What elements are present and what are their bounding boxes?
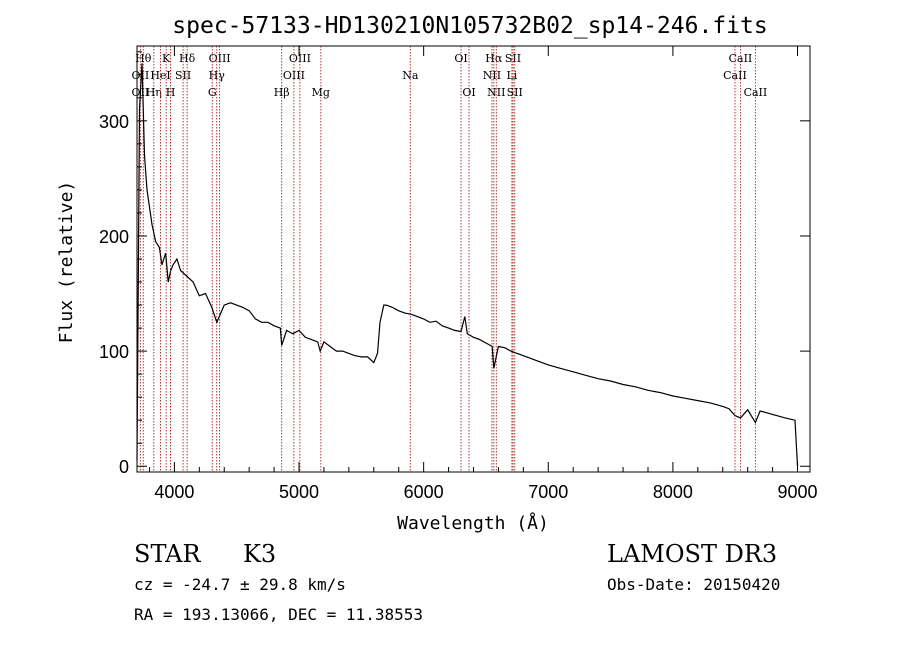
x-tick-label: 4000 (154, 482, 194, 502)
marker-label: OI (454, 52, 467, 65)
x-tick-label: 8000 (653, 482, 693, 502)
marker-label: CaII (744, 86, 768, 99)
marker-label: SII (505, 52, 521, 65)
marker-label: SII (507, 86, 523, 99)
spectrum-line (136, 63, 799, 467)
marker-label: OIII (209, 52, 231, 65)
y-tick-label: 200 (99, 227, 129, 247)
marker-label: CaII (729, 52, 753, 65)
y-tick-label: 0 (119, 457, 129, 477)
y-axis-label: Flux (relative) (56, 181, 77, 344)
y-tick-label: 100 (99, 342, 129, 362)
chart-title: spec-57133-HD130210N105732B02_sp14-246.f… (172, 13, 767, 39)
y-axis-ticks: 0 100 200 300 (99, 51, 810, 477)
marker-label: NII (487, 86, 505, 99)
marker-label: Hγ (209, 69, 226, 82)
marker-label: Hδ (179, 52, 196, 65)
marker-label: OII (132, 69, 150, 82)
marker-label: H (166, 86, 176, 99)
obs-date: Obs-Date: 20150420 (607, 575, 781, 594)
x-tick-label: 6000 (404, 482, 444, 502)
marker-label: SII (175, 69, 191, 82)
spectral-subclass: K3 (243, 540, 277, 568)
x-tick-label: 9000 (778, 482, 818, 502)
x-tick-label: 5000 (279, 482, 319, 502)
object-type: STAR (134, 540, 201, 568)
marker-label: Mg (312, 86, 330, 99)
marker-label: Na (402, 69, 419, 82)
marker-label: OI (462, 86, 475, 99)
marker-label: OIII (283, 69, 305, 82)
marker-label: OIII (289, 52, 311, 65)
plot-frame (136, 45, 811, 473)
x-axis-label: Wavelength (Å) (397, 512, 549, 534)
y-tick-label: 300 (99, 112, 129, 132)
coordinates: RA = 193.13066, DEC = 11.38553 (134, 605, 423, 624)
marker-label: Hη (146, 86, 162, 99)
cz-value: cz = -24.7 ± 29.8 km/s (134, 575, 346, 594)
marker-label: Li (506, 69, 517, 82)
marker-label: Hβ (274, 86, 290, 99)
marker-label: Hθ (135, 52, 152, 65)
marker-label: HeI (150, 69, 170, 82)
marker-label: Hα (485, 52, 503, 65)
x-axis-ticks: 4000 5000 6000 7000 8000 9000 (148, 46, 818, 502)
marker-label: G (208, 86, 217, 99)
marker-label: K (162, 52, 171, 65)
survey-name: LAMOST DR3 (607, 540, 778, 568)
x-tick-label: 7000 (528, 482, 568, 502)
marker-label: CaII (723, 69, 747, 82)
marker-label: NII (483, 69, 501, 82)
